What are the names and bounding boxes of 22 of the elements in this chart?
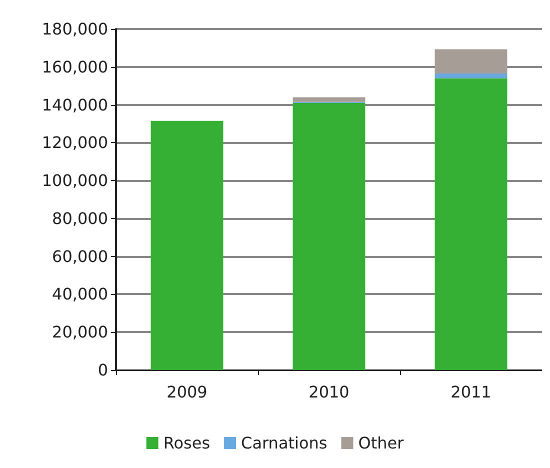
y-tick-label: 160,000	[42, 57, 108, 76]
bar	[434, 49, 508, 74]
bar	[434, 78, 508, 370]
y-tick-label: 60,000	[52, 246, 108, 266]
legend-label: Carnations	[241, 434, 328, 452]
y-tick-label: 20,000	[52, 322, 108, 342]
bar	[292, 102, 366, 370]
y-tick-label: 140,000	[42, 95, 108, 114]
x-tick-label: 2011	[450, 382, 492, 402]
y-tick-label: 120,000	[42, 133, 108, 152]
x-tick-label: 2009	[166, 382, 208, 402]
legend-label: Other	[358, 434, 404, 452]
y-tick-label: 180,000	[42, 20, 108, 38]
x-tick-label: 2010	[308, 382, 350, 402]
bar	[434, 74, 508, 78]
bar	[150, 120, 224, 370]
legend-label: Roses	[163, 434, 210, 452]
y-tick-label: 80,000	[52, 208, 108, 228]
y-tick-label: 100,000	[42, 171, 108, 190]
y-tick-label: 0	[98, 360, 108, 380]
bar	[292, 97, 366, 102]
y-tick-label: 40,000	[52, 284, 108, 304]
